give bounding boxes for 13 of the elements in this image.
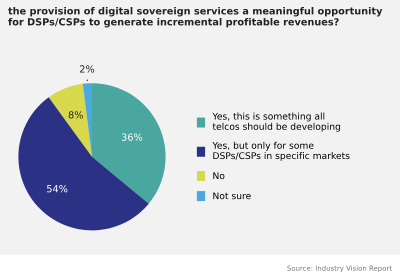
pie-slice bbox=[92, 83, 166, 204]
legend-label: Yes, this is something all telcos should be developing bbox=[212, 112, 340, 132]
pie-slice bbox=[18, 97, 149, 230]
data-label: 36% bbox=[122, 133, 142, 141]
pie-slice bbox=[82, 83, 92, 157]
legend-label: No bbox=[213, 172, 224, 180]
data-label: 54% bbox=[47, 185, 68, 192]
chart-title: the provision of digital sovereign services a meaningful opportunity for DSPs/CSPs to generate incremental profitable revenues? bbox=[8, 7, 382, 28]
data-label: 8% bbox=[68, 111, 83, 119]
pie-slice bbox=[48, 84, 92, 157]
legend-label: Not sure bbox=[213, 192, 251, 200]
data-label: 2% bbox=[80, 65, 94, 73]
legend-label: Yes, but only for some DSPs/CSPs in specific markets bbox=[212, 142, 350, 161]
